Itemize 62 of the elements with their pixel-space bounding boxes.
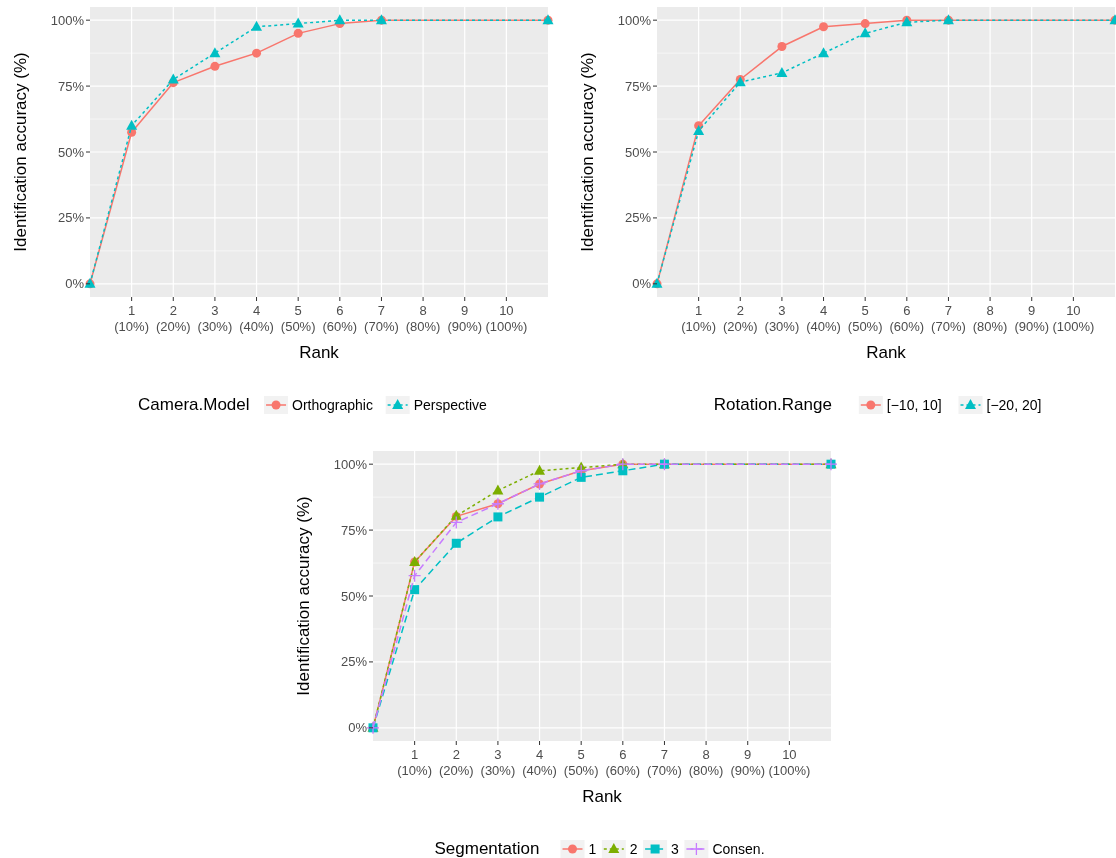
x-tick-label: 7 (70%) — [364, 303, 399, 334]
y-tick-label: 0% — [632, 276, 652, 292]
x-tick-label: 7 (70%) — [647, 747, 682, 778]
y-axis-title: Identification accuracy (%) — [294, 496, 313, 696]
x-tick-label: 5 (50%) — [847, 303, 883, 334]
x-tick-label: 7 (70%) — [931, 303, 966, 334]
legend-label: Perspective — [413, 397, 488, 413]
x-tick-label: 1 (10%) — [681, 303, 716, 334]
x-tick-label: 5 (50%) — [280, 303, 316, 334]
x-axis-title: Rank — [866, 343, 907, 362]
x-tick-label: 3 (30%) — [764, 303, 800, 334]
legend-label: [−20, 20] — [986, 397, 1042, 413]
x-tick-label: 10 (100%) — [1052, 303, 1095, 334]
y-tick-label: 0% — [348, 720, 368, 736]
x-tick-label: 4 (40%) — [239, 303, 274, 334]
x-tick-label: 6 (60%) — [889, 303, 925, 334]
y-axis-title: Identification accuracy (%) — [11, 52, 30, 252]
y-axis-title: Identification accuracy (%) — [578, 52, 597, 252]
legend-label: 3 — [671, 841, 680, 857]
legend-title: Segmentation — [434, 839, 540, 858]
x-tick-label: 4 (40%) — [806, 303, 841, 334]
x-tick-label: 10 (100%) — [768, 747, 811, 778]
x-tick-label: 2 (20%) — [155, 303, 191, 334]
y-tick-label: 75% — [624, 78, 652, 94]
y-tick-label: 25% — [57, 210, 85, 226]
y-tick-label: 75% — [340, 522, 368, 538]
legend-title: Rotation.Range — [713, 395, 832, 414]
x-tick-label: 3 (30%) — [480, 747, 516, 778]
x-axis-title: Rank — [582, 787, 623, 806]
x-tick-label: 1 (10%) — [397, 747, 432, 778]
y-tick-label: 100% — [617, 12, 652, 28]
x-tick-label: 9 (90%) — [730, 747, 766, 778]
legend-label: Consen. — [712, 841, 765, 857]
y-tick-label: 100% — [50, 12, 85, 28]
x-tick-label: 10 (100%) — [485, 303, 528, 334]
x-tick-label: 5 (50%) — [563, 747, 599, 778]
y-tick-label: 50% — [624, 144, 652, 160]
x-tick-label: 1 (10%) — [114, 303, 149, 334]
x-tick-label: 8 (80%) — [688, 747, 724, 778]
x-tick-label: 2 (20%) — [438, 747, 474, 778]
legend-title: Camera.Model — [138, 395, 250, 414]
y-tick-label: 0% — [65, 276, 85, 292]
y-tick-label: 25% — [624, 210, 652, 226]
x-tick-label: 6 (60%) — [322, 303, 358, 334]
x-axis-title: Rank — [299, 343, 340, 362]
x-tick-label: 4 (40%) — [522, 747, 557, 778]
x-tick-label: 6 (60%) — [605, 747, 641, 778]
y-tick-label: 25% — [340, 654, 368, 670]
y-tick-label: 75% — [57, 78, 85, 94]
y-tick-label: 50% — [340, 588, 368, 604]
legend-label: [−10, 10] — [886, 397, 942, 413]
x-tick-label: 8 (80%) — [972, 303, 1008, 334]
legend-label: Orthographic — [292, 397, 373, 413]
x-tick-label: 3 (30%) — [197, 303, 233, 334]
x-tick-label: 9 (90%) — [1014, 303, 1050, 334]
x-tick-label: 9 (90%) — [447, 303, 483, 334]
legend-label: 2 — [629, 841, 638, 857]
y-tick-label: 100% — [333, 456, 368, 472]
x-tick-label: 2 (20%) — [722, 303, 758, 334]
x-tick-label: 8 (80%) — [405, 303, 441, 334]
legend-label: 1 — [588, 841, 597, 857]
y-tick-label: 50% — [57, 144, 85, 160]
